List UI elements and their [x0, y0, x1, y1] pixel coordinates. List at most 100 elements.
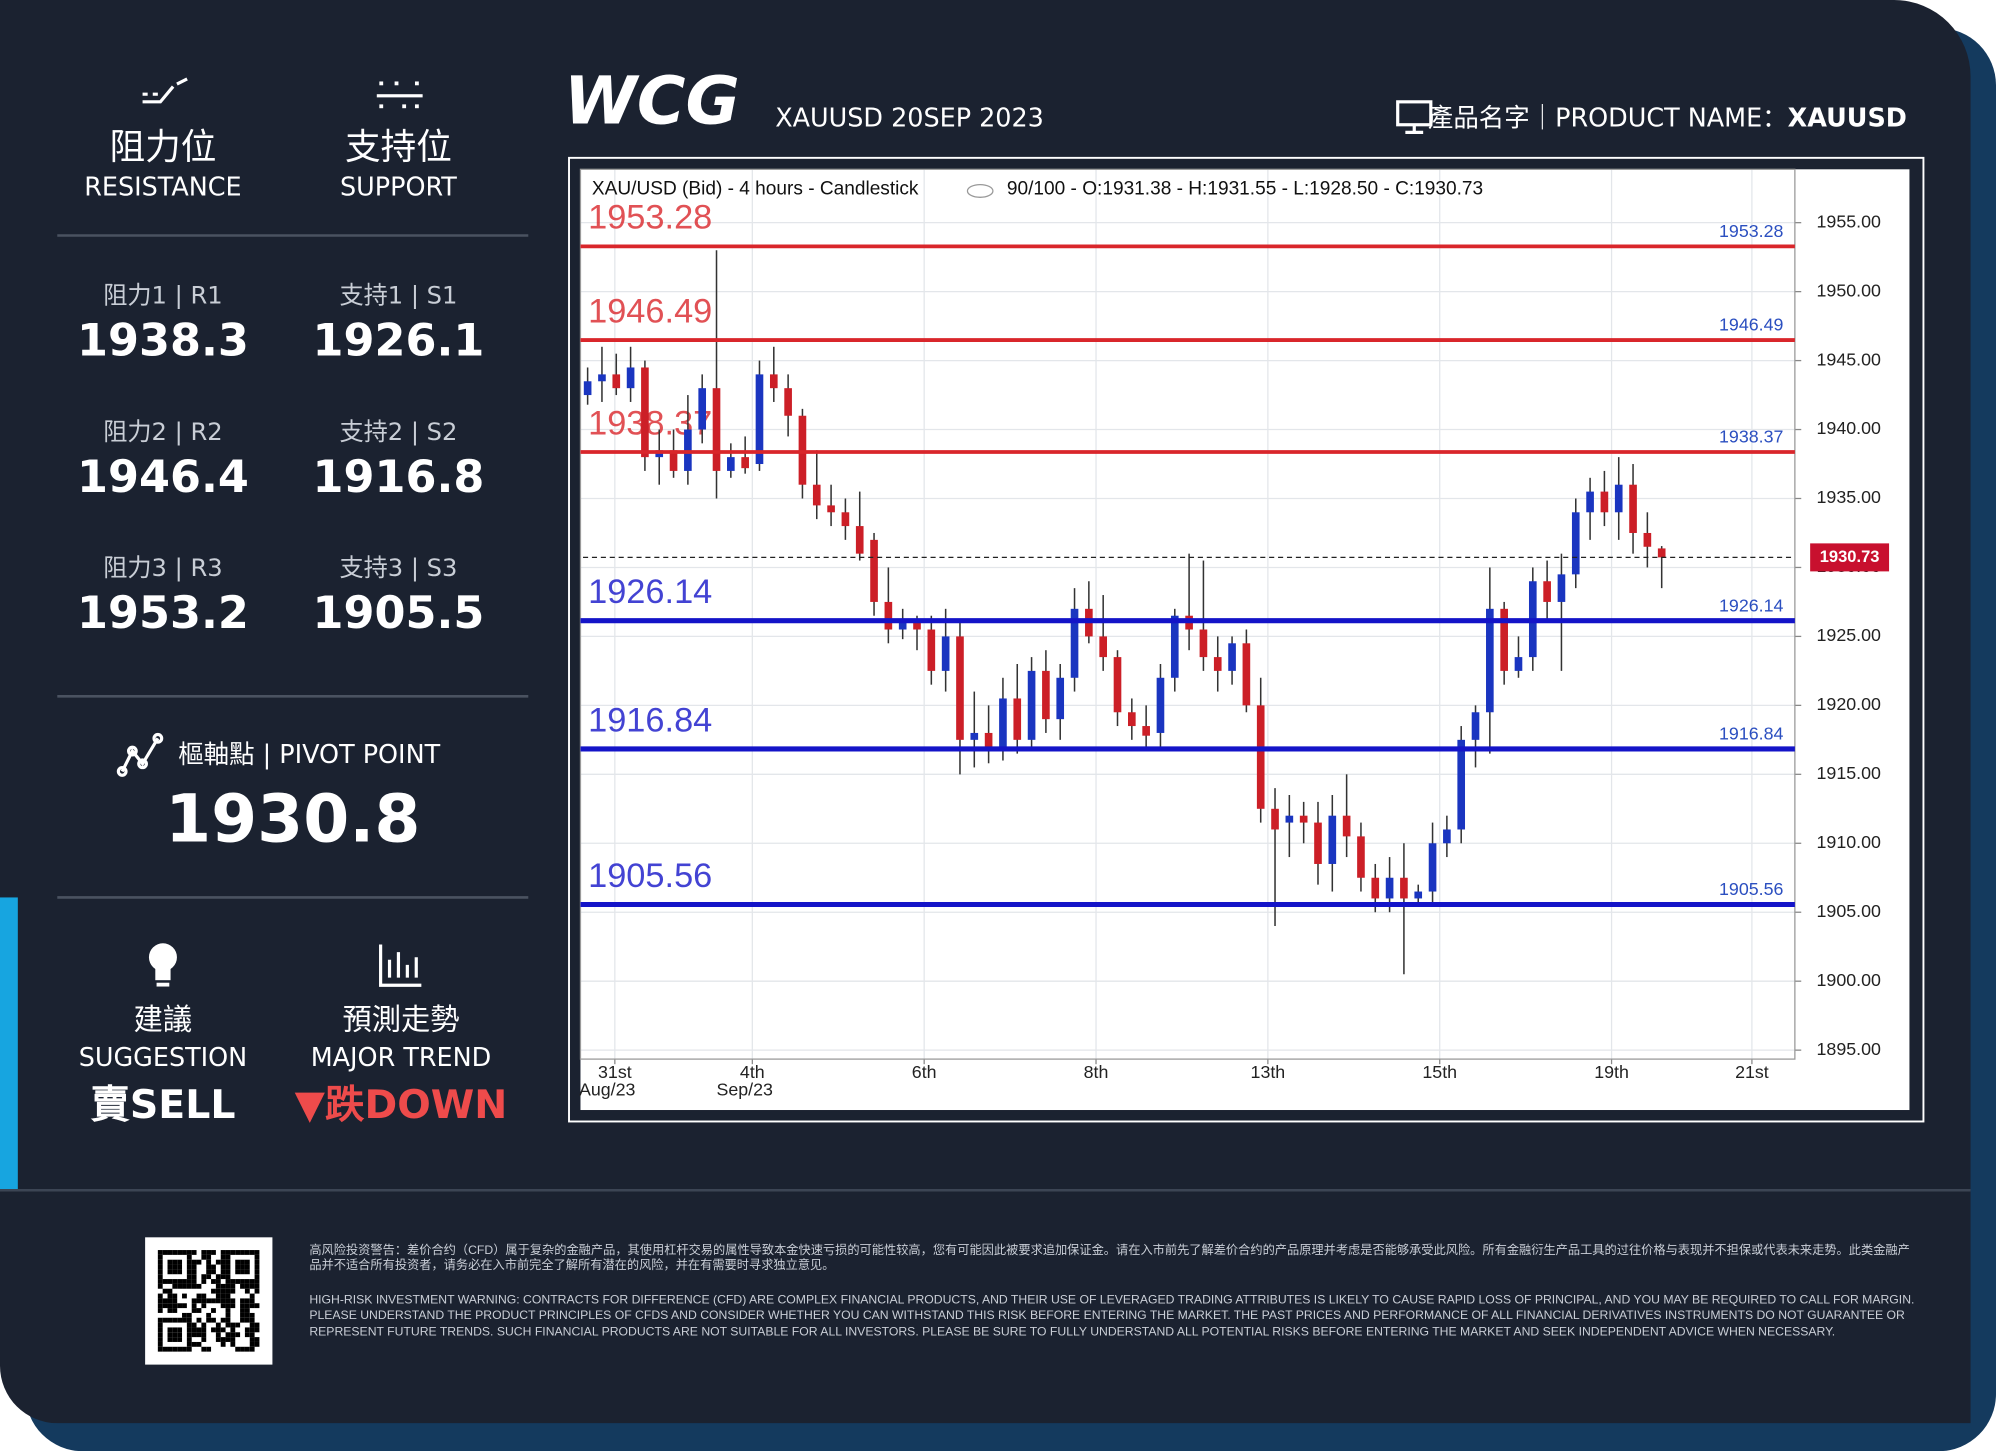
qr-module	[235, 1346, 241, 1352]
y-tick-label: 1920.00	[1817, 694, 1881, 714]
qr-module	[186, 1279, 192, 1284]
accent-strip	[0, 897, 18, 1191]
qr-module	[157, 1254, 163, 1260]
qr-module	[162, 1317, 168, 1323]
candle-body	[812, 484, 821, 506]
candle-body	[1314, 822, 1322, 864]
candle-body	[1170, 615, 1179, 678]
qr-module	[225, 1312, 231, 1318]
plot-frame	[579, 168, 1796, 1060]
qr-module	[211, 1308, 216, 1313]
candle-body	[1571, 512, 1580, 575]
candle-body	[583, 381, 592, 396]
qr-module	[206, 1346, 212, 1352]
product-name-label: 產品名字｜PRODUCT NAME：	[1428, 104, 1788, 134]
qr-module	[157, 1274, 163, 1280]
qr-module	[186, 1346, 192, 1352]
qr-module	[230, 1341, 236, 1347]
qr-module	[240, 1259, 245, 1265]
candle-body	[956, 636, 964, 740]
qr-module	[182, 1250, 187, 1255]
qr-module	[167, 1250, 173, 1255]
qr-module	[201, 1293, 207, 1299]
qr-module	[225, 1264, 231, 1270]
qr-module	[167, 1293, 173, 1299]
candle-body	[612, 374, 621, 389]
qr-module	[186, 1269, 192, 1275]
qr-module	[167, 1279, 173, 1284]
qr-module	[249, 1298, 255, 1304]
y-tick-label: 1940.00	[1817, 418, 1881, 438]
qr-module	[157, 1303, 163, 1309]
qr-module	[249, 1317, 255, 1323]
x-tick-label: 4th	[740, 1062, 765, 1082]
qr-module	[240, 1303, 245, 1309]
qr-module	[172, 1269, 178, 1275]
qr-module	[230, 1332, 236, 1338]
qr-module	[249, 1332, 255, 1338]
qr-module	[201, 1254, 207, 1260]
qr-module	[191, 1269, 197, 1275]
qr-module	[201, 1303, 207, 1309]
eye-icon	[966, 183, 994, 198]
candle-body	[784, 388, 792, 416]
support-title: 支持位	[345, 127, 452, 168]
qr-module	[157, 1279, 163, 1284]
suggestion-value: 賣SELL	[90, 1082, 235, 1128]
x-tick-label: 21st	[1735, 1062, 1769, 1082]
qr-module	[249, 1341, 255, 1347]
qr-module	[244, 1327, 250, 1333]
candle-body	[1428, 843, 1437, 892]
qr-module	[167, 1317, 173, 1323]
qr-module	[196, 1293, 202, 1299]
candle-body	[1042, 670, 1050, 720]
pivot-icon	[116, 732, 164, 777]
qr-module	[240, 1264, 245, 1270]
qr-module	[249, 1337, 255, 1342]
qr-module	[244, 1332, 250, 1338]
qr-module	[191, 1332, 197, 1338]
level-label-small: 1905.56	[1719, 879, 1783, 899]
qr-module	[230, 1303, 236, 1309]
x-tick-label: Sep/23	[716, 1080, 773, 1100]
qr-module	[225, 1303, 231, 1309]
level-label: 支持3 | S3	[339, 554, 457, 582]
qr-module	[206, 1317, 212, 1323]
level-value: 1946.4	[77, 451, 249, 503]
candle-body	[1514, 657, 1523, 671]
qr-module	[225, 1317, 231, 1323]
qr-module	[211, 1317, 216, 1323]
qr-module	[225, 1279, 231, 1284]
qr-module	[244, 1298, 250, 1304]
qr-module	[254, 1269, 260, 1275]
qr-module	[201, 1327, 207, 1333]
product-name: 產品名字｜PRODUCT NAME：XAUUSD	[1428, 104, 1907, 134]
y-tick-label: 1915.00	[1817, 763, 1881, 783]
last-price-tag	[1810, 543, 1890, 572]
qr-module	[254, 1322, 260, 1328]
level-label-large: 1946.49	[588, 292, 712, 330]
candle-body	[1099, 636, 1107, 658]
candle-body	[1471, 712, 1480, 740]
candle-body	[870, 539, 878, 602]
qr-module	[244, 1283, 250, 1289]
resistance-title: 阻力位	[110, 127, 217, 168]
qr-module	[186, 1254, 192, 1260]
candle-body	[598, 374, 606, 382]
candle-body	[1443, 829, 1451, 844]
qr-module	[249, 1346, 255, 1352]
qr-module	[230, 1322, 236, 1328]
candle-body	[984, 732, 993, 747]
qr-module	[225, 1322, 231, 1328]
qr-module	[172, 1250, 178, 1255]
qr-module	[220, 1327, 226, 1333]
qr-module	[172, 1337, 178, 1342]
level-label: 阻力3 | R3	[103, 554, 222, 582]
qr-module	[225, 1283, 231, 1289]
qr-module	[206, 1269, 212, 1275]
suggestion-title-en: SUGGESTION	[79, 1043, 248, 1073]
qr-module	[211, 1250, 216, 1255]
qr-module	[167, 1327, 173, 1333]
qr-module	[172, 1317, 178, 1323]
qr-module	[196, 1332, 202, 1338]
